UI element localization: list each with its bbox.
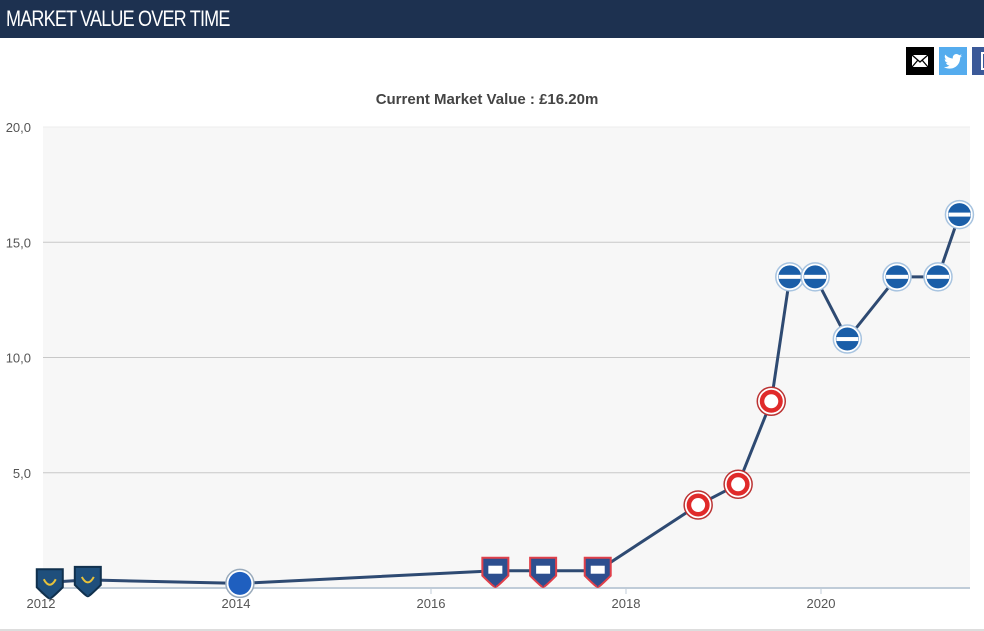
- y-tick-label: 20,0: [6, 120, 31, 135]
- y-tick-label: 15,0: [6, 235, 31, 250]
- section-title: MARKET VALUE OVER TIME: [6, 6, 230, 31]
- x-tick-label: 2018: [612, 596, 641, 611]
- divider: [0, 629, 984, 631]
- x-tick-label: 2016: [417, 596, 446, 611]
- crest-band: [927, 274, 949, 279]
- crest-inner: [764, 394, 779, 409]
- x-tick-label: 2014: [222, 596, 251, 611]
- crest-band: [804, 274, 827, 279]
- x-tick-label: 2012: [27, 596, 56, 611]
- crest-inner: [731, 477, 746, 492]
- section-header: MARKET VALUE OVER TIME: [0, 0, 984, 38]
- crest-band: [886, 274, 909, 279]
- x-tick-label: 2020: [807, 596, 836, 611]
- horse-icon: [488, 565, 503, 574]
- facebook-icon: [981, 52, 984, 70]
- y-tick-label: 10,0: [6, 351, 31, 366]
- horse-icon: [590, 565, 605, 574]
- crest-band: [836, 337, 859, 342]
- crest-band: [948, 212, 971, 217]
- crest-inner: [691, 498, 706, 513]
- share-facebook-button[interactable]: [972, 47, 984, 75]
- crescent-icon: [80, 576, 95, 584]
- chart-title: Current Market Value : £16.20m: [375, 91, 599, 108]
- share-twitter-button[interactable]: [939, 47, 967, 75]
- share-email-button[interactable]: [906, 47, 934, 75]
- crescent-icon: [42, 578, 57, 586]
- twitter-icon: [944, 53, 962, 69]
- crest-fill: [228, 571, 252, 595]
- envelope-icon: [911, 54, 929, 68]
- crest-band: [778, 274, 801, 279]
- horse-icon: [536, 565, 551, 574]
- y-tick-label: 5,0: [13, 466, 31, 481]
